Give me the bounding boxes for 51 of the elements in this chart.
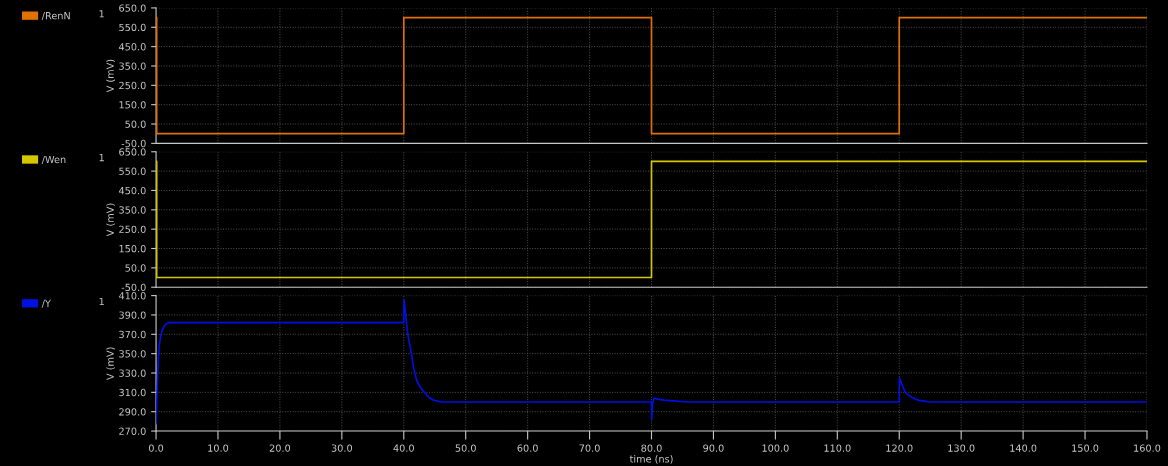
y-tick-label: 290.0 bbox=[119, 408, 146, 416]
x-tick-label: 110.0 bbox=[824, 444, 851, 452]
y-tick-label: 450.0 bbox=[118, 43, 146, 51]
y-tick-label: 250.0 bbox=[119, 81, 146, 90]
x-tick-label: 40.0 bbox=[393, 444, 414, 452]
y-tick-label: -50.0 bbox=[121, 139, 146, 148]
y-tick-label: 250.0 bbox=[119, 225, 146, 233]
x-tick-label: 90.0 bbox=[703, 444, 724, 452]
y-tick-label: 150.0 bbox=[119, 101, 146, 109]
y-tick-label: 370.0 bbox=[119, 330, 146, 339]
x-tick-label: 70.0 bbox=[579, 444, 600, 452]
y-tick-label: 390.0 bbox=[119, 311, 146, 319]
x-tick-label: 140.0 bbox=[1010, 444, 1037, 452]
x-tick-label: 10.0 bbox=[208, 444, 229, 452]
x-tick-label: 30.0 bbox=[331, 444, 353, 452]
y-tick-label: 270.0 bbox=[119, 427, 146, 435]
legend-label: /Wen bbox=[41, 155, 66, 164]
y-tick-label: 410.0 bbox=[118, 292, 146, 300]
x-tick-label: 0.0 bbox=[148, 444, 164, 452]
text: 1 bbox=[99, 297, 104, 306]
y-tick-label: 550.0 bbox=[119, 23, 146, 32]
x-tick-label: 20.0 bbox=[269, 444, 291, 452]
y-tick-label: 650.0 bbox=[119, 148, 146, 156]
text: 1 bbox=[99, 154, 104, 162]
x-tick-label: 130.0 bbox=[948, 444, 975, 452]
x-tick-label: 60.0 bbox=[517, 444, 538, 452]
y-axis-title: V (mV) bbox=[106, 347, 115, 380]
y-tick-label: 450.0 bbox=[118, 186, 146, 195]
y-tick-label: 330.0 bbox=[119, 369, 146, 377]
y-tick-label: 50.0 bbox=[125, 120, 146, 128]
x-tick-label: 50.0 bbox=[455, 444, 476, 452]
y-tick-label: 310.0 bbox=[119, 388, 146, 397]
text: 1 bbox=[99, 10, 104, 18]
x-tick-label: 150.0 bbox=[1072, 444, 1099, 452]
legend-label: /Y bbox=[41, 299, 51, 308]
y-tick-label: -50.0 bbox=[121, 283, 146, 292]
x-axis-title: time (ns) bbox=[629, 455, 673, 464]
y-tick-label: 350.0 bbox=[119, 350, 146, 358]
x-tick-label: 100.0 bbox=[762, 444, 789, 452]
y-tick-label: 50.0 bbox=[125, 264, 146, 272]
legend-label: /RenN bbox=[41, 12, 70, 21]
y-tick-label: 150.0 bbox=[119, 244, 146, 253]
x-tick-label: 120.0 bbox=[886, 444, 913, 452]
y-tick-label: 350.0 bbox=[119, 206, 146, 214]
y-tick-label: 650.0 bbox=[119, 4, 146, 12]
x-tick-label: 80.0 bbox=[641, 444, 662, 452]
y-tick-label: 350.0 bbox=[119, 62, 146, 70]
y-tick-label: 550.0 bbox=[119, 167, 146, 175]
y-axis-title: V (mV) bbox=[106, 203, 115, 237]
y-axis-title: V (mV) bbox=[106, 59, 115, 93]
x-tick-label: 160.0 bbox=[1134, 444, 1161, 452]
